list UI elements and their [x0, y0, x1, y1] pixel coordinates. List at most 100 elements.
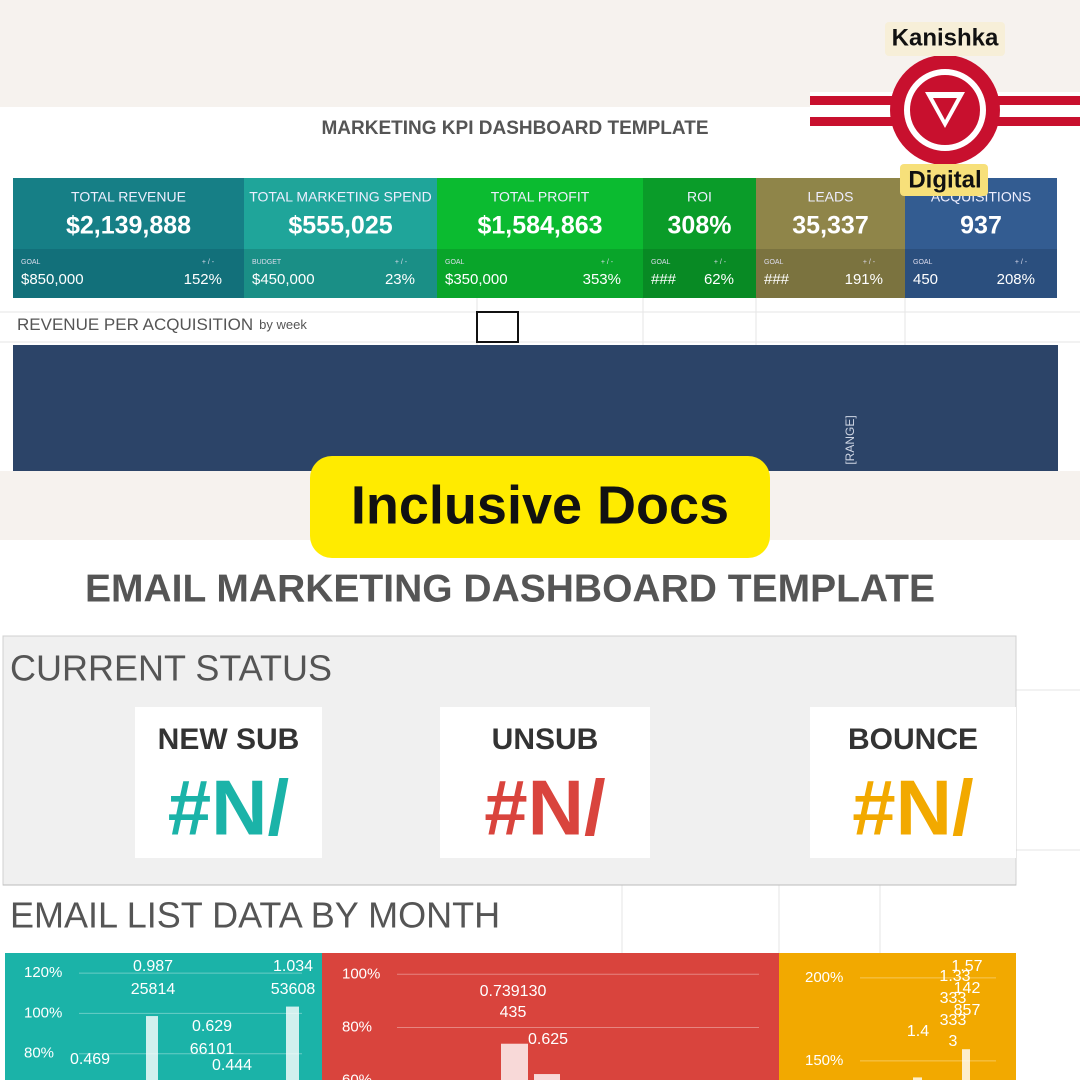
tile-label: TOTAL REVENUE [71, 189, 186, 205]
tile-bottom [643, 249, 756, 298]
tile-label: TOTAL MARKETING SPEND [249, 189, 432, 205]
data-label: 0.629 [192, 1018, 232, 1035]
tile-change: 23% [385, 271, 415, 288]
status-card [135, 707, 322, 858]
tile-change-label: + / - [1015, 259, 1028, 266]
logo-star-inner [933, 98, 957, 120]
tile-sub-value: $350,000 [445, 271, 508, 288]
data-label: 1.57 [951, 958, 982, 975]
card-value: #N/ [852, 764, 973, 852]
tile-change-label: + / - [714, 259, 727, 266]
tile-change: 191% [845, 271, 883, 288]
logo-top: Kanishka [892, 24, 999, 51]
chart-bg [13, 345, 1058, 471]
tile-value: $555,025 [288, 212, 392, 240]
tile-top [13, 178, 244, 249]
tile-sub-value: $450,000 [252, 271, 315, 288]
list-title: EMAIL LIST DATA BY MONTH [10, 895, 500, 936]
tile-sub-value: $850,000 [21, 271, 84, 288]
tile-top [437, 178, 643, 249]
y-tick-label: 200% [805, 969, 843, 986]
tile-sub-value: ### [764, 271, 790, 288]
panel-bg [322, 953, 779, 1080]
card-label: BOUNCE [848, 723, 978, 756]
tile-sub-label: GOAL [445, 259, 465, 266]
logo-bottom: Digital [908, 166, 981, 193]
tile-bottom [756, 249, 905, 298]
data-label: 0.469 [70, 1051, 110, 1068]
tile-change: 152% [184, 271, 222, 288]
tile-change-label: + / - [863, 259, 876, 266]
tile-change: 62% [704, 271, 734, 288]
y-tick-label: 120% [24, 964, 62, 981]
status-card [440, 707, 650, 858]
banner: Inclusive Docs [351, 475, 729, 535]
chart-annotation: [RANGE] [843, 415, 857, 464]
email-title: EMAIL MARKETING DASHBOARD TEMPLATE [85, 567, 935, 610]
panel-bg [5, 953, 322, 1080]
tile-sub-label: GOAL [21, 259, 41, 266]
tile-sub-label: GOAL [764, 259, 784, 266]
tile-bottom [437, 249, 643, 298]
data-label: 3 [949, 1033, 958, 1050]
banner-bg [310, 456, 770, 558]
y-tick-label: 100% [342, 965, 380, 982]
tile-sub-label: BUDGET [252, 259, 282, 266]
y-tick-label: 100% [24, 1004, 62, 1021]
tile-label: TOTAL PROFIT [491, 189, 590, 205]
data-label: 66101 [190, 1041, 235, 1058]
data-label: 1.034 [273, 958, 313, 975]
kpi-tiles: TOTAL REVENUE $2,139,888 GOAL $850,000 + / -… [13, 178, 1057, 298]
sheet-grid [0, 298, 1080, 953]
bar [501, 1043, 528, 1080]
card-label: UNSUB [492, 723, 599, 756]
data-label: 142 [954, 980, 981, 997]
data-label: 25814 [131, 981, 176, 998]
bar [286, 1006, 299, 1080]
tile-change-label: + / - [601, 259, 614, 266]
chart: $1,000$1,500$2,000$2,500$3,000$3,500$4,0… [13, 345, 1058, 471]
card-value: #N/ [484, 764, 605, 852]
data-label: 333 [940, 990, 967, 1007]
tile-change-label: + / - [202, 259, 215, 266]
tile-value: $1,584,863 [477, 212, 602, 240]
tile-value: 308% [668, 212, 732, 240]
tile-change: 208% [997, 271, 1035, 288]
logo-top-bg [885, 22, 1005, 56]
tile-value: 35,337 [792, 212, 868, 240]
tile-bottom [244, 249, 437, 298]
panel-bg [779, 953, 1016, 1080]
kpi-title: MARKETING KPI DASHBOARD TEMPLATE [321, 118, 708, 139]
list-panels: 80% 100% 120% 0.987 25814 1.034 53608 0.469 0.62… [5, 953, 1016, 1080]
data-label: 333 [940, 1012, 967, 1029]
tile-top [643, 178, 756, 249]
bar [962, 1049, 970, 1080]
data-label: 0.987 [133, 958, 173, 975]
tile-change: 353% [583, 271, 621, 288]
tile-value: $2,139,888 [66, 212, 191, 240]
data-label: 857 [954, 1002, 981, 1019]
tile-bottom [905, 249, 1057, 298]
status-title: CURRENT STATUS [10, 648, 332, 689]
tile-sub-value: ### [651, 271, 677, 288]
tile-value: 937 [960, 212, 1002, 240]
y-tick-label: 80% [342, 1018, 372, 1035]
bar [146, 1016, 158, 1080]
y-tick-label: 60% [342, 1072, 372, 1080]
data-label: 0.739130 [480, 983, 547, 1000]
card-value: #N/ [168, 764, 289, 852]
bar [913, 1077, 922, 1080]
data-label: 53608 [271, 981, 316, 998]
chart-title: REVENUE PER ACQUISITION by week [17, 315, 307, 334]
tile-top [756, 178, 905, 249]
tile-sub-label: GOAL [913, 259, 933, 266]
logo: Kanishka Digital [810, 22, 1080, 196]
tile-bottom [13, 249, 244, 298]
chart-subtitle: by week [259, 317, 307, 332]
data-label: 0.625 [528, 1031, 568, 1048]
tile-label: LEADS [808, 189, 854, 205]
logo-ring [904, 69, 986, 151]
data-label: 0.444 [212, 1057, 252, 1074]
tile-sub-label: GOAL [651, 259, 671, 266]
